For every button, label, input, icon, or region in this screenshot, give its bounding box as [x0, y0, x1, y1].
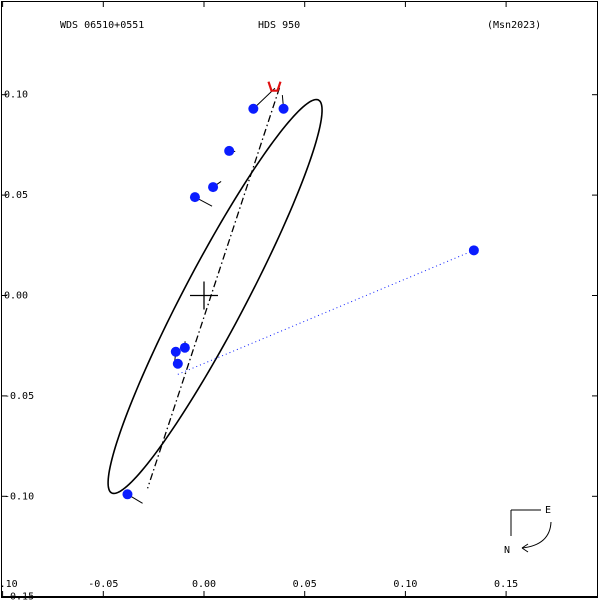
- compass-arrowhead: [521, 543, 529, 553]
- rejected-residual-line: [176, 249, 475, 376]
- x-tick-label: -0.05: [88, 579, 118, 590]
- observation-point: [189, 192, 200, 203]
- discoverer-label: HDS 950: [258, 20, 300, 31]
- rejected-observation-point: [468, 245, 479, 256]
- y-tick-label: 0.00: [4, 291, 28, 302]
- x-tick-label: -0.10: [0, 579, 18, 590]
- y-tick-label: 0.05: [4, 190, 28, 201]
- observation-point: [224, 145, 235, 156]
- observation-point: [122, 489, 133, 500]
- orbit-ellipse: [107, 98, 323, 495]
- observation-point: [172, 358, 183, 369]
- x-tick-label: 0.10: [393, 579, 417, 590]
- reference-label: (Msn2023): [487, 20, 541, 31]
- observation-points: [122, 81, 479, 504]
- x-tick-label: 0.05: [293, 579, 317, 590]
- compass-rotation-arrow: [521, 521, 552, 549]
- compass-north-label: N: [504, 545, 510, 556]
- y-tick-label: -0.10: [4, 491, 34, 502]
- compass-east-label: E: [545, 505, 551, 516]
- y-tick-label: 0.10: [4, 90, 28, 101]
- observation-point: [248, 103, 259, 114]
- wds-id-label: WDS 06510+0551: [60, 20, 144, 31]
- line-of-nodes: [146, 87, 281, 489]
- y-tick-label: -0.15: [4, 592, 34, 600]
- observation-point: [179, 342, 190, 353]
- compass: E N: [504, 505, 552, 556]
- y-tick-label: -0.05: [4, 391, 34, 402]
- observation-point: [278, 103, 289, 114]
- x-tick-label: 0.00: [192, 579, 216, 590]
- observation-point: [170, 346, 181, 357]
- observation-point: [208, 182, 219, 193]
- current-position-marker: [267, 81, 282, 92]
- orbit-layer: [107, 87, 323, 495]
- x-tick-label: 0.15: [494, 579, 518, 590]
